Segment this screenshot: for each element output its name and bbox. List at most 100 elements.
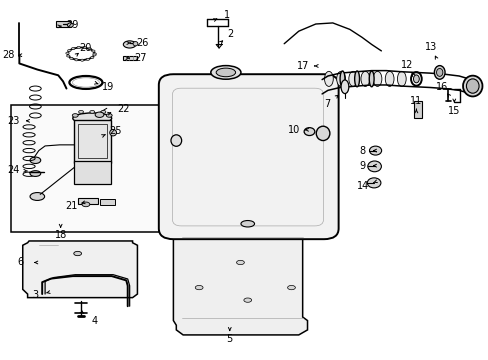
Bar [74,161,110,184]
Ellipse shape [92,50,95,52]
Ellipse shape [74,251,81,256]
Text: 22: 22 [117,104,130,114]
Text: 19: 19 [102,82,114,92]
Ellipse shape [171,135,181,146]
Ellipse shape [93,54,96,56]
Text: 27: 27 [134,53,147,63]
Text: 7: 7 [323,99,329,109]
Ellipse shape [133,41,138,46]
Ellipse shape [75,59,78,61]
Ellipse shape [88,48,91,50]
Text: 14: 14 [356,181,368,192]
Ellipse shape [109,130,116,136]
Ellipse shape [70,57,73,59]
Ellipse shape [82,202,90,207]
Ellipse shape [67,23,73,27]
Text: 16: 16 [435,82,447,93]
Ellipse shape [316,126,329,140]
Text: 25: 25 [109,126,121,135]
Bar [122,56,137,60]
Ellipse shape [433,66,444,79]
Text: 10: 10 [287,125,300,135]
Ellipse shape [413,75,418,83]
Ellipse shape [466,79,478,93]
Ellipse shape [77,46,80,49]
Ellipse shape [93,53,96,55]
Text: 12: 12 [400,60,412,70]
Ellipse shape [72,114,78,117]
Bar [78,125,106,158]
Ellipse shape [287,285,295,290]
Ellipse shape [30,171,41,176]
Ellipse shape [90,111,95,113]
Text: 28: 28 [2,50,14,60]
Ellipse shape [436,68,442,76]
Text: 20: 20 [79,43,91,53]
Ellipse shape [66,52,69,54]
Ellipse shape [216,68,235,77]
Polygon shape [23,241,137,298]
Ellipse shape [90,57,94,59]
Ellipse shape [79,111,83,113]
Bar [74,121,110,163]
Ellipse shape [369,146,381,155]
Ellipse shape [30,157,41,163]
Text: 5: 5 [226,333,232,343]
Polygon shape [173,231,307,335]
Ellipse shape [462,76,482,96]
Ellipse shape [241,221,254,227]
Ellipse shape [106,114,112,117]
Bar [78,198,98,204]
Ellipse shape [367,161,381,172]
Text: 4: 4 [91,316,98,325]
Ellipse shape [73,113,111,124]
Bar [414,101,421,118]
Text: 6: 6 [18,257,24,267]
Ellipse shape [340,80,348,94]
Ellipse shape [348,71,357,86]
Text: 1: 1 [224,10,229,20]
Ellipse shape [336,71,345,86]
Ellipse shape [101,111,105,113]
Ellipse shape [81,59,84,61]
Ellipse shape [372,71,381,86]
Ellipse shape [71,48,75,50]
FancyBboxPatch shape [159,74,338,239]
Text: 23: 23 [7,116,19,126]
Ellipse shape [66,55,70,57]
Bar [11,105,159,232]
Ellipse shape [304,128,314,135]
Ellipse shape [244,298,251,302]
Ellipse shape [360,71,369,86]
Text: 24: 24 [7,165,19,175]
Ellipse shape [368,71,373,87]
Text: 21: 21 [65,201,78,211]
Text: 26: 26 [136,38,148,48]
Text: 29: 29 [66,20,79,30]
Ellipse shape [385,71,393,86]
Ellipse shape [339,71,344,87]
Ellipse shape [82,46,86,49]
Ellipse shape [210,66,241,79]
Ellipse shape [236,260,244,265]
Ellipse shape [30,193,44,201]
Text: 15: 15 [447,106,460,116]
Text: 2: 2 [227,29,233,39]
Ellipse shape [86,58,89,60]
Bar [56,22,70,27]
Ellipse shape [354,71,359,87]
Ellipse shape [123,41,136,48]
Bar [100,199,115,205]
Ellipse shape [195,285,203,290]
Text: 9: 9 [359,161,365,171]
Text: 3: 3 [32,291,39,301]
Ellipse shape [324,71,333,86]
Text: 18: 18 [55,230,67,239]
Ellipse shape [397,71,406,86]
Text: 11: 11 [409,96,422,106]
Ellipse shape [366,178,380,188]
Text: 13: 13 [424,42,436,52]
Text: 8: 8 [359,145,365,156]
Ellipse shape [67,49,71,51]
Ellipse shape [95,112,103,117]
